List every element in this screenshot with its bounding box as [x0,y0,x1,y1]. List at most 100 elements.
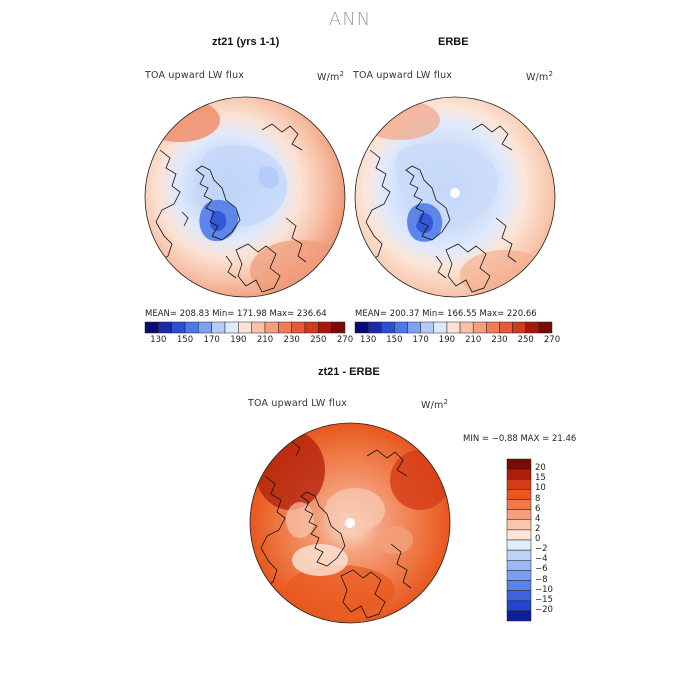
colorbar-swatch [506,529,532,541]
colorbar-tick-label: 4 [535,513,541,524]
colorbar-tick-label: −8 [535,574,548,585]
colorbar-swatch [506,600,532,612]
colorbar-obs [354,321,553,334]
colorbar-swatch [506,468,532,480]
colorbar-tick-label: 20 [535,463,546,474]
colorbar-tick-label: 2 [535,523,541,534]
colorbar-tick-label: 210 [465,335,482,345]
colorbar-swatch [506,489,532,500]
panel-variable-model: TOA upward LW flux [145,70,245,81]
coastlines-obs [365,123,517,293]
colorbar-swatch [459,321,474,334]
colorbar-diff [506,458,532,622]
colorbar-tick-label: −20 [535,604,553,615]
colorbar-tick-label: 250 [517,335,534,345]
colorbar-swatch [171,321,186,334]
colorbar-swatch [367,321,382,334]
colorbar-tick-label: 6 [535,503,541,514]
colorbar-tick-label: 210 [256,335,274,345]
panel-units-diff: W/m2 [421,398,449,412]
colorbar-swatch [198,321,212,334]
colorbar-swatch [506,549,532,561]
colorbar-swatch [506,580,532,591]
colorbar-swatch [538,321,553,334]
panel-title-diff: zt21 - ERBE [318,366,380,378]
missing-data-pole-diff [345,518,355,528]
colorbar-tick-label: 8 [535,493,541,504]
colorbar-swatch [304,321,319,334]
missing-data-pole-obs [450,188,460,198]
colorbar-tick-label: −6 [535,564,548,575]
colorbar-swatch [472,321,487,334]
colorbar-tick-label: 190 [438,335,456,345]
panel-units-obs: W/m2 [526,70,554,84]
map-border-model [144,96,346,298]
colorbar-swatch [251,321,266,334]
colorbar-swatch [506,539,532,551]
colorbar-swatch [224,321,239,334]
coastlines-diff [260,439,412,619]
colorbar-swatch [506,479,532,490]
colorbar-tick-label: 150 [176,335,194,345]
colorbar-swatch [506,499,532,510]
colorbar-swatch [264,321,279,334]
colorbar-tick-label: 270 [336,335,354,345]
panel-title-obs: ERBE [438,36,469,48]
colorbar-swatch [407,321,421,334]
colorbar-tick-label: 0 [535,534,541,544]
panel-units-model: W/m2 [317,70,345,84]
colorbar-swatch [144,321,159,334]
map-border-diff [249,422,451,624]
colorbar-tick-label: 250 [310,335,327,345]
colorbar-swatch [506,560,532,571]
colorbar-tick-label: 230 [491,335,508,345]
colorbar-swatch [486,321,500,334]
map-model [145,97,345,297]
colorbar-tick-label: 130 [150,335,167,345]
map-obs [355,97,555,297]
colorbar-tick-label: −15 [535,594,553,605]
panel-title-model: zt21 (yrs 1-1) [212,36,280,48]
colorbar-tick-label: 190 [230,335,247,345]
colorbar-swatch [446,321,461,334]
stats-diff: MIN = −0.88 MAX = 21.46 [463,434,577,444]
colorbar-model [144,321,346,334]
colorbar-tick-label: 130 [360,335,377,345]
colorbar-tick-label: 15 [535,473,546,484]
stats-model: MEAN= 208.83 Min= 171.98 Max= 236.64 [145,309,327,319]
colorbar-swatch [278,321,292,334]
colorbar-swatch [506,570,532,581]
colorbar-swatch [506,509,532,520]
page-title: ANN [328,9,372,30]
colorbar-swatch [499,321,513,334]
colorbar-tick-label: −4 [535,554,548,565]
map-border-obs [354,96,556,298]
colorbar-tick-label: 270 [543,335,561,345]
colorbar-swatch [506,590,532,601]
panel-variable-diff: TOA upward LW flux [248,398,348,409]
colorbar-tick-label: 170 [203,335,220,345]
colorbar-tick-label: −10 [535,584,553,595]
colorbar-tick-label: 10 [535,483,546,494]
colorbar-swatch [354,321,369,334]
panel-variable-obs: TOA upward LW flux [353,70,453,81]
colorbar-swatch [381,321,395,334]
colorbar-tick-label: 170 [412,335,429,345]
colorbar-swatch [506,610,532,622]
colorbar-tick-label: −2 [535,544,548,555]
map-diff [250,423,450,623]
colorbar-swatch [238,321,252,334]
colorbar-swatch [331,321,346,334]
colorbar-swatch [158,321,172,334]
colorbar-swatch [433,321,448,334]
colorbar-tick-label: 230 [283,335,300,345]
colorbar-swatch [291,321,306,334]
colorbar-tick-label: 150 [386,335,403,345]
colorbar-swatch [211,321,226,334]
colorbar-swatch [506,519,532,531]
colorbar-swatch [420,321,435,334]
colorbar-swatch [394,321,408,334]
stats-obs: MEAN= 200.37 Min= 166.55 Max= 220.66 [355,309,537,319]
colorbar-swatch [318,321,332,334]
